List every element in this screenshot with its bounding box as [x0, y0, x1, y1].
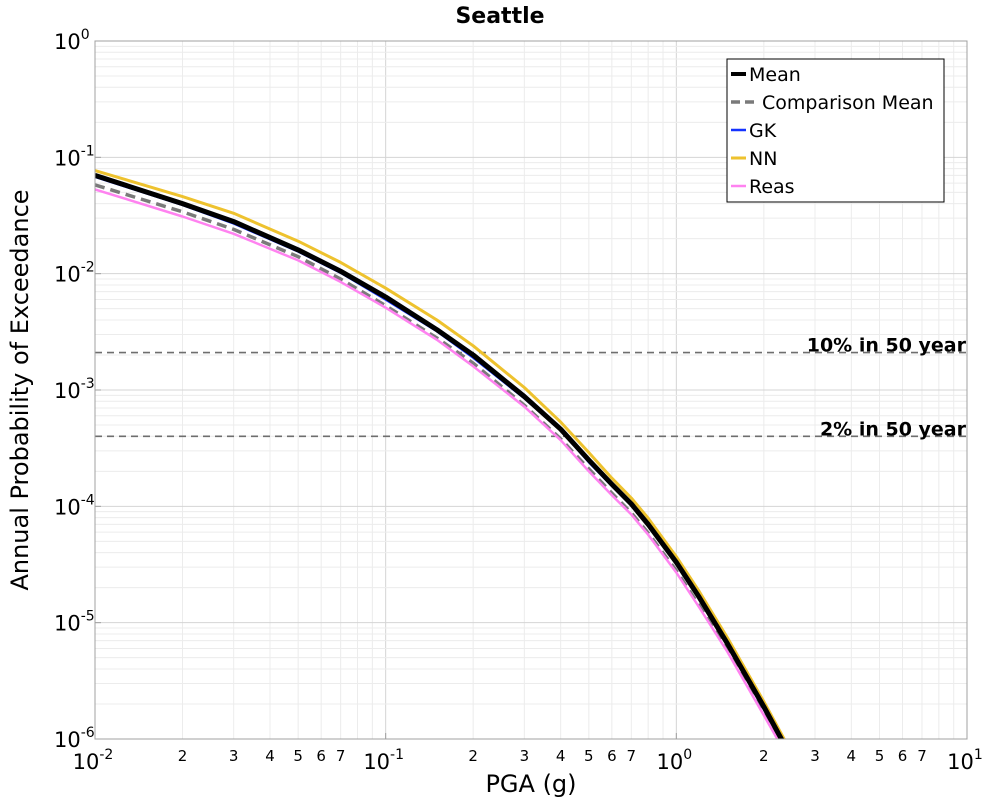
x-tick-label: 10-2	[73, 747, 114, 774]
axis-ticks: 10-2 10-1 100 101 100 10-1 10-2 10-3 10-4 10-5 10-…	[54, 27, 983, 774]
y-tick-label: 100	[54, 27, 90, 54]
legend-entry: Reas	[749, 176, 795, 198]
x-minor-tick-label: 7	[336, 747, 346, 765]
series-line-mean	[95, 173, 785, 739]
plot-frame	[94, 40, 968, 740]
x-tick-label: 10-1	[363, 747, 404, 774]
y-tick-label: 10-4	[54, 492, 95, 519]
legend-box	[726, 58, 945, 203]
x-minor-tick-label: 3	[810, 747, 820, 765]
x-axis-label: PGA (g)	[485, 770, 576, 798]
x-minor-tick-label: 2	[468, 747, 478, 765]
y-tick-label: 10-2	[54, 260, 95, 287]
series-lines	[95, 169, 786, 739]
x-minor-tick-label: 6	[607, 747, 617, 765]
series-line-comparison-mean	[95, 183, 781, 739]
y-tick-label: 10-1	[54, 143, 95, 170]
x-tick-label: 101	[947, 747, 983, 774]
x-minor-tick-label: 6	[316, 747, 326, 765]
reference-lines: 10% in 50 year 2% in 50 year	[95, 335, 967, 440]
x-minor-tick-label: 4	[556, 747, 566, 765]
x-minor-tick-label: 7	[627, 747, 637, 765]
x-minor-tick-label: 2	[759, 747, 769, 765]
y-tick-label: 10-3	[54, 376, 95, 403]
x-minor-tick-label: 4	[847, 747, 857, 765]
reference-line-label: 10% in 50 year	[807, 335, 967, 357]
x-minor-tick-label: 5	[875, 747, 885, 765]
x-minor-tick-label: 6	[898, 747, 908, 765]
legend-entry: Comparison Mean	[762, 92, 934, 114]
series-line-nn	[95, 169, 786, 739]
y-tick-label: 10-6	[54, 725, 95, 752]
x-minor-tick-label: 5	[584, 747, 594, 765]
legend-entry: GK	[749, 120, 777, 142]
legend-entry: Mean	[749, 64, 801, 86]
legend: Mean Comparison Mean GK NN Reas	[726, 58, 945, 203]
x-minor-tick-label: 3	[520, 747, 530, 765]
x-minor-tick-label: 7	[917, 747, 927, 765]
grid	[94, 41, 967, 740]
y-axis-label: Annual Probability of Exceedance	[6, 189, 34, 590]
series-line-reas	[95, 188, 779, 739]
chart-title: Seattle	[455, 4, 544, 29]
x-minor-tick-label: 3	[229, 747, 239, 765]
series-line-gk	[95, 175, 782, 739]
legend-entry: NN	[749, 148, 777, 170]
x-minor-tick-label: 2	[178, 747, 188, 765]
x-tick-label: 100	[657, 747, 693, 774]
reference-line-label: 2% in 50 year	[820, 418, 967, 440]
x-minor-tick-label: 5	[293, 747, 303, 765]
x-minor-tick-label: 4	[265, 747, 275, 765]
y-tick-label: 10-5	[54, 609, 95, 636]
